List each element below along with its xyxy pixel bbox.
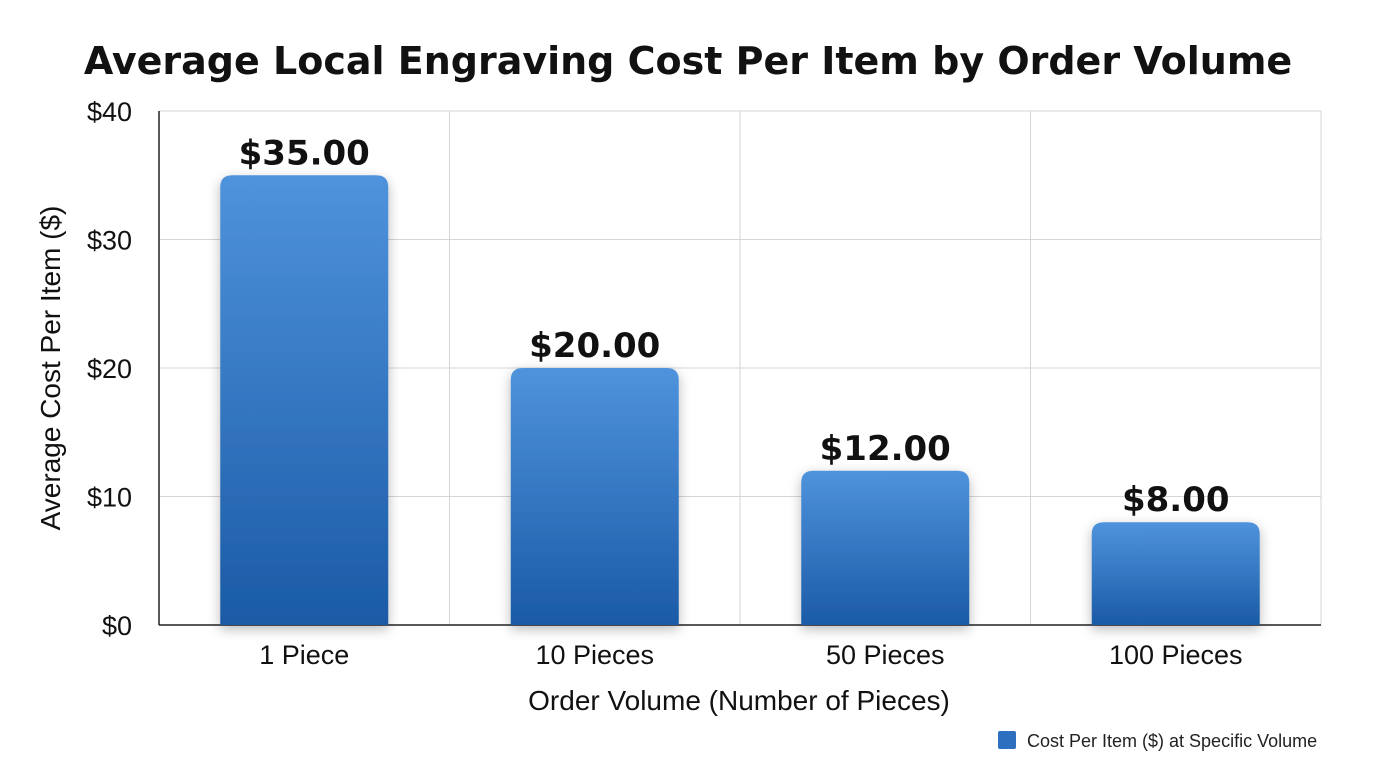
bar-data-label: $12.00 [820,429,951,469]
x-tick-label: 1 Piece [259,640,349,670]
y-tick-label: $30 [87,226,132,256]
data-labels: $35.00 $20.00 $12.00 $8.00 [239,133,1230,520]
legend-swatch [998,731,1016,749]
y-axis-label: Average Cost Per Item ($) [35,206,66,531]
bar [801,470,970,625]
bar [220,175,389,625]
x-axis-label: Order Volume (Number of Pieces) [528,685,950,716]
bar [510,368,679,625]
x-tick-labels: 1 Piece 10 Pieces 50 Pieces 100 Pieces [259,640,1242,670]
y-tick-label: $20 [87,354,132,384]
bar-data-label: $35.00 [239,133,370,173]
x-tick-label: 100 Pieces [1109,640,1243,670]
legend: Cost Per Item ($) at Specific Volume [998,731,1317,751]
bar-data-label: $8.00 [1122,480,1230,520]
y-tick-labels: $0 $10 $20 $30 $40 [87,97,132,641]
y-tick-label: $40 [87,97,132,127]
chart-title: Average Local Engraving Cost Per Item by… [84,39,1292,83]
x-tick-label: 50 Pieces [826,640,945,670]
bar [1091,522,1260,625]
legend-label: Cost Per Item ($) at Specific Volume [1027,731,1317,751]
x-tick-label: 10 Pieces [535,640,654,670]
bars [220,175,1260,625]
y-tick-label: $10 [87,483,132,513]
y-tick-label: $0 [102,611,132,641]
bar-data-label: $20.00 [529,326,660,366]
